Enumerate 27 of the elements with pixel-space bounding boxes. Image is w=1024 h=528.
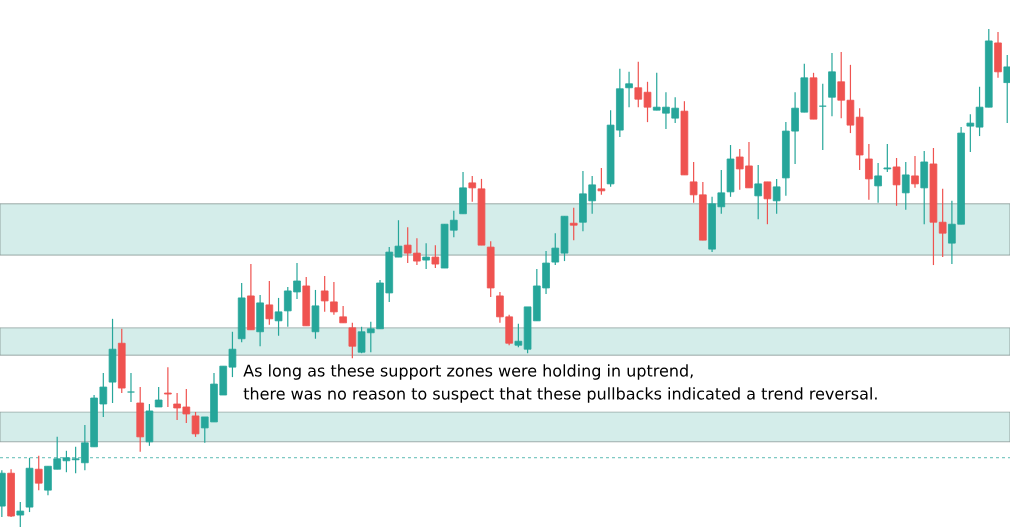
candlestick: [901, 161, 910, 211]
annotation: As long as these support zones were holding in uptrend,: [243, 364, 693, 380]
candlestick: [763, 181, 772, 225]
candlestick: [348, 322, 357, 359]
candlestick: [422, 242, 430, 270]
candlestick: [883, 143, 892, 173]
candlestick: [16, 501, 25, 528]
candlestick: [164, 366, 172, 408]
candlestick: [431, 244, 440, 269]
candlestick: [874, 162, 882, 204]
candlestick: [154, 386, 163, 408]
candlestick: [625, 71, 633, 108]
candlestick: [191, 411, 200, 438]
candlestick: [265, 280, 274, 326]
candlestick: [772, 178, 781, 215]
candlestick: [911, 155, 919, 189]
candlestick: [865, 143, 873, 201]
candlestick: [569, 207, 578, 241]
annotation: there was no reason to suspect that these pullbacks indicated a trend reversal.: [243, 387, 877, 403]
candlestick: [514, 323, 523, 348]
candlestick: [597, 167, 606, 196]
candlestick: [34, 455, 43, 491]
candlestick: [127, 372, 135, 403]
candlestick: [339, 305, 347, 324]
candlestick: [966, 113, 975, 153]
candlestick: [754, 164, 763, 220]
candlestick: [892, 157, 901, 207]
